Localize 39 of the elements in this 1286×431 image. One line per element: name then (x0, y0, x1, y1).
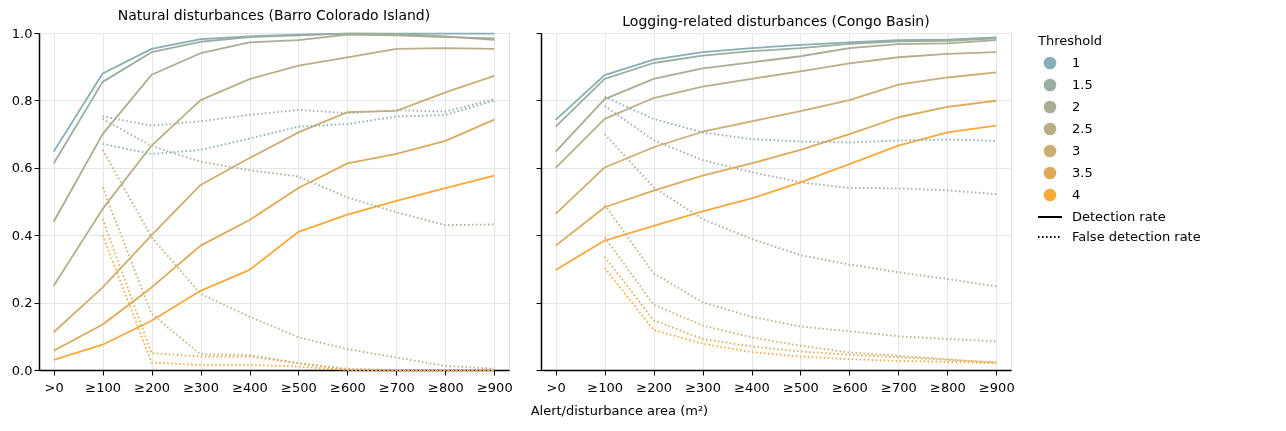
x-tick-label: ≥400 (232, 379, 268, 395)
chart-title: Natural disturbances (Barro Colorado Island) (117, 7, 431, 23)
x-tick-label: ≥900 (978, 379, 1015, 395)
legend-label: 3 (1072, 143, 1081, 158)
x-tick-label: ≥800 (929, 379, 966, 395)
x-tick-label: >0 (546, 379, 566, 395)
x-tick-label: ≥800 (427, 379, 464, 395)
x-tick-label: ≥300 (183, 379, 219, 395)
y-tick-label: 0.8 (11, 92, 33, 108)
legend-label: 3.5 (1072, 165, 1093, 180)
x-tick-label: ≥500 (783, 379, 819, 395)
legend-label: 1 (1072, 55, 1081, 70)
legend-title: Threshold (1037, 33, 1103, 48)
legend-label: 2.5 (1072, 121, 1093, 136)
x-tick-label: ≥700 (379, 379, 415, 395)
x-tick-label: ≥300 (685, 379, 721, 395)
x-tick-label: ≥100 (85, 379, 122, 395)
chart-title: Logging-related disturbances (Congo Basin) (622, 12, 930, 29)
x-tick-label: ≥200 (636, 379, 672, 395)
legend-label: 2 (1072, 99, 1081, 114)
text: False detection rate (1072, 229, 1201, 244)
x-tick-label: ≥100 (587, 379, 624, 395)
x-tick-label: ≥400 (734, 379, 770, 395)
y-tick-label: 0.4 (11, 227, 33, 243)
x-tick-label: ≥500 (281, 379, 317, 395)
y-tick-label: 0.0 (11, 362, 33, 378)
y-tick-label: 0.6 (11, 160, 33, 176)
y-tick-label: 1.0 (11, 25, 33, 41)
x-tick-label: >0 (44, 379, 64, 395)
x-tick-label: ≥900 (476, 379, 513, 395)
x-tick-label: ≥600 (330, 379, 366, 395)
text: Detection rate (1072, 209, 1166, 224)
x-tick-label: ≥700 (881, 379, 917, 395)
legend-label: 4 (1072, 187, 1081, 202)
y-tick-label: 0.2 (11, 295, 33, 311)
x-tick-label: ≥600 (832, 379, 868, 395)
x-axis-title: Alert/disturbance area (m²) (530, 402, 709, 418)
x-tick-label: ≥200 (134, 379, 170, 395)
legend-label: 1.5 (1072, 77, 1093, 92)
